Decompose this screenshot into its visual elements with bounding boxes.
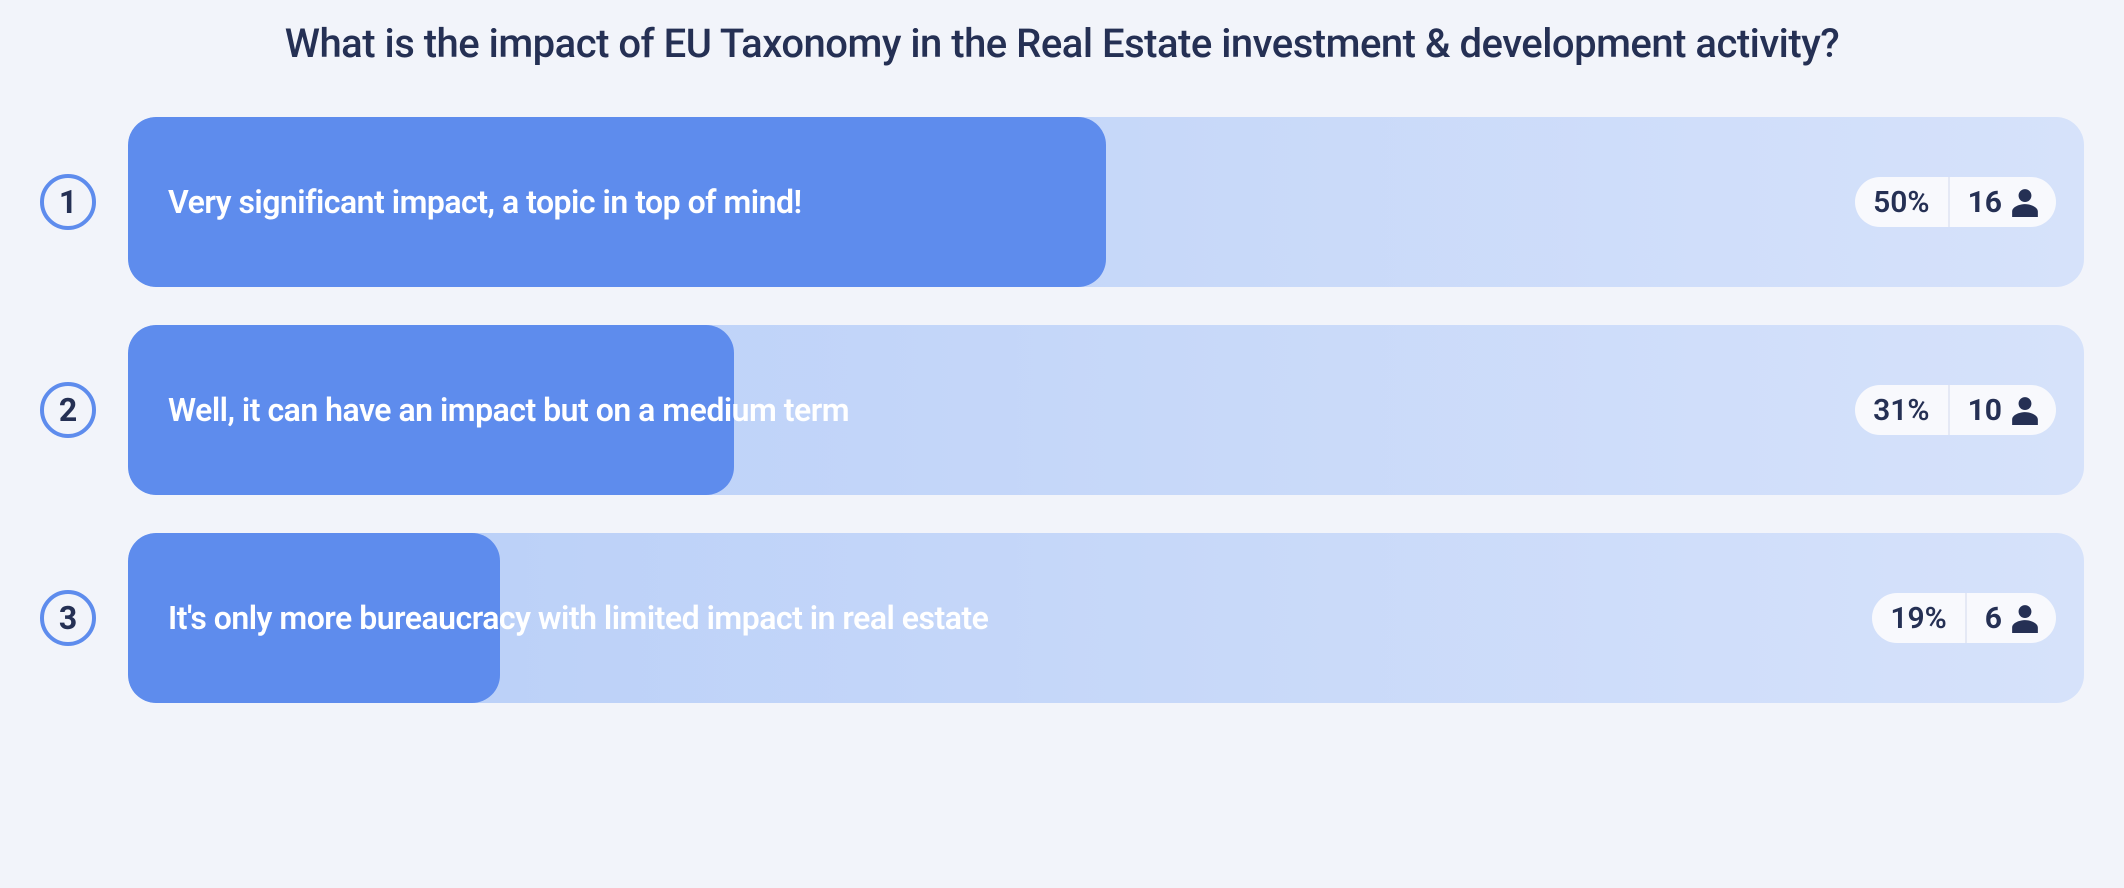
poll-title: What is the impact of EU Taxonomy in the… <box>40 20 2084 67</box>
bar-container: Well, it can have an impact but on a med… <box>128 325 2084 495</box>
count-number: 6 <box>1985 601 2002 636</box>
option-label: It's only more bureaucracy with limited … <box>168 599 988 637</box>
option-label: Very significant impact, a topic in top … <box>168 183 802 221</box>
count-value: 10 <box>1950 385 2056 435</box>
count-number: 16 <box>1968 185 2002 220</box>
rank-badge: 2 <box>40 382 96 438</box>
poll-row: 3 It's only more bureaucracy with limite… <box>40 533 2084 703</box>
count-value: 6 <box>1967 593 2056 643</box>
option-label: Well, it can have an impact but on a med… <box>168 391 849 429</box>
bar-container: Very significant impact, a topic in top … <box>128 117 2084 287</box>
poll-row: 1 Very significant impact, a topic in to… <box>40 117 2084 287</box>
stats-pill: 50% 16 <box>1855 177 2056 227</box>
stats-pill: 19% 6 <box>1872 593 2056 643</box>
rank-badge: 3 <box>40 590 96 646</box>
percent-value: 19% <box>1872 593 1964 643</box>
bar-container: It's only more bureaucracy with limited … <box>128 533 2084 703</box>
poll-row: 2 Well, it can have an impact but on a m… <box>40 325 2084 495</box>
count-value: 16 <box>1950 177 2056 227</box>
rank-badge: 1 <box>40 174 96 230</box>
poll-container: 1 Very significant impact, a topic in to… <box>40 117 2084 703</box>
percent-value: 50% <box>1855 177 1947 227</box>
stats-pill: 31% 10 <box>1855 385 2056 435</box>
count-number: 10 <box>1968 393 2002 428</box>
person-icon <box>2012 603 2038 633</box>
person-icon <box>2012 187 2038 217</box>
person-icon <box>2012 395 2038 425</box>
percent-value: 31% <box>1855 385 1947 435</box>
